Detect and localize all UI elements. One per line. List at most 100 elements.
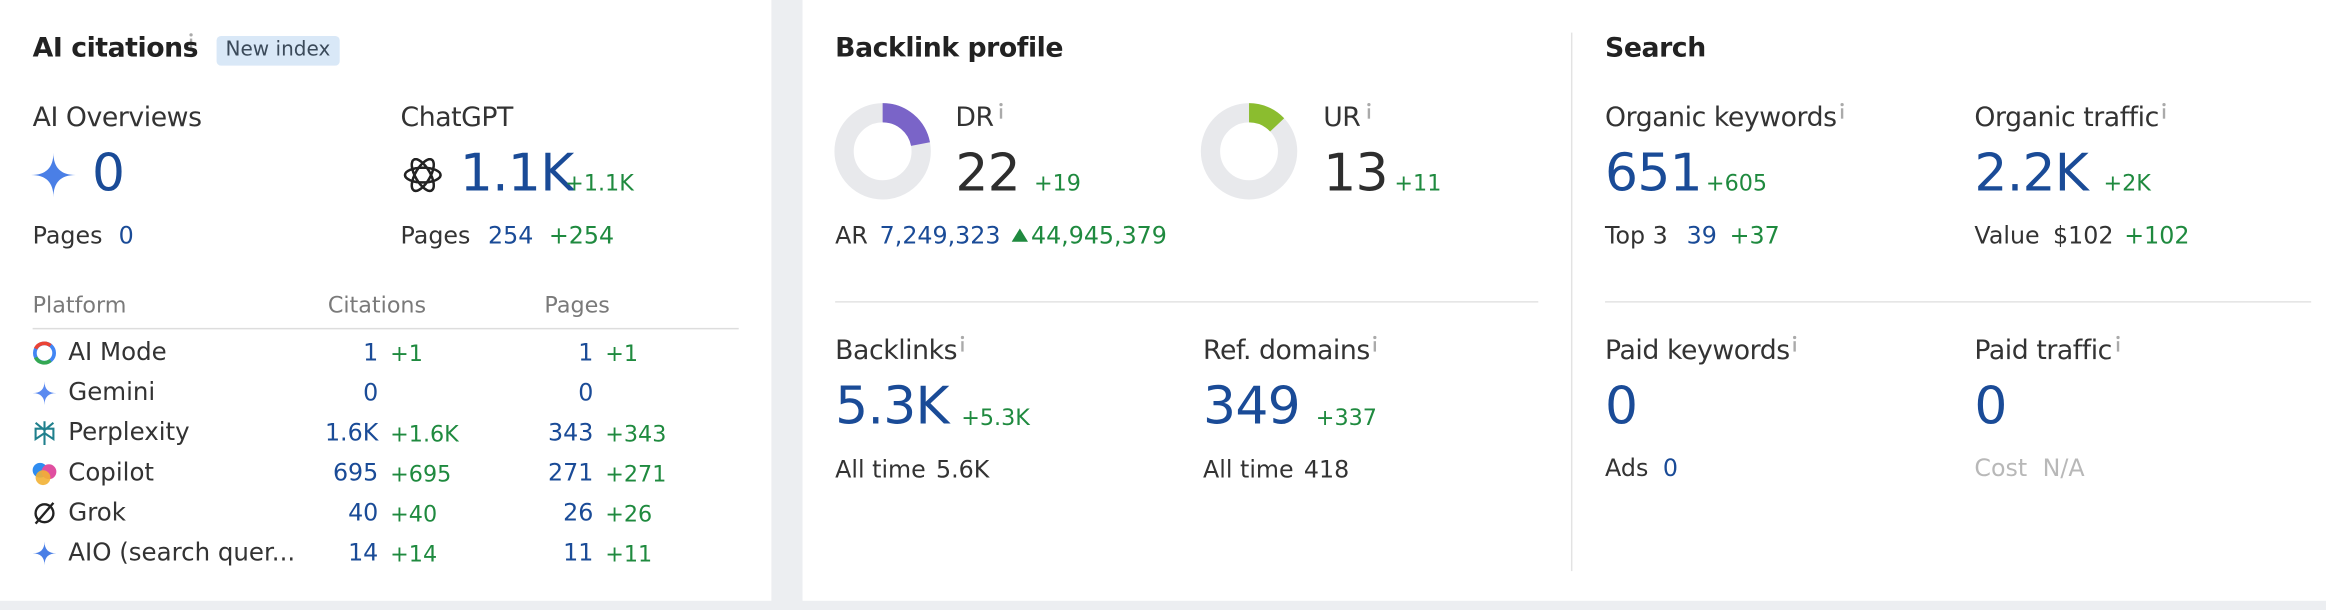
info-icon: [960, 335, 965, 340]
change: +1: [390, 340, 423, 368]
label: 254: [488, 221, 534, 250]
metric-value: 13: [1323, 144, 1388, 204]
change: +605: [1705, 169, 1768, 197]
info-icon: [999, 108, 1003, 119]
column-header: Citations: [327, 291, 427, 319]
panel: [0, 0, 772, 601]
change: +1.6K: [390, 420, 459, 448]
label: 0: [1662, 453, 1679, 483]
change: +254: [548, 221, 615, 250]
change: +102: [2124, 221, 2190, 250]
star-icon: [31, 152, 76, 198]
change: +37: [1729, 221, 1780, 250]
info-icon: [2116, 335, 2120, 340]
info-icon: [1793, 341, 1796, 352]
metric-value: 651: [1605, 144, 1703, 204]
icon: [35, 470, 51, 486]
icon: [34, 502, 55, 525]
citations: 1.6K: [324, 418, 379, 447]
change: +19: [1033, 169, 1081, 197]
label: $102: [2053, 221, 2114, 250]
label: AI Overviews: [32, 102, 202, 134]
label: Top 3: [1605, 221, 1668, 250]
change: +5.3K: [961, 404, 1030, 431]
metric-value: 0: [1974, 377, 2007, 437]
info-icon: [1840, 102, 1844, 107]
section-title: AI citations: [32, 32, 199, 64]
change: +695: [390, 460, 452, 488]
column-header: Platform: [32, 291, 127, 319]
info-icon: [1367, 108, 1371, 119]
metric-value: 2.2K: [1974, 144, 2089, 204]
donut-arc: [882, 103, 930, 147]
change: +343: [605, 420, 667, 448]
label: Paid keywords: [1605, 335, 1790, 367]
chatgpt-icon: [410, 158, 435, 193]
info-icon: [189, 38, 193, 49]
platform-name: Perplexity: [68, 417, 190, 447]
star-icon: [32, 541, 57, 566]
star-icon: [32, 381, 57, 405]
info-icon: [999, 102, 1003, 107]
label: All time: [835, 455, 926, 484]
platform-name: Gemini: [68, 377, 156, 407]
change: +1: [605, 340, 639, 368]
pages: 26: [563, 498, 594, 527]
platform-name: AIO (search quer...: [68, 538, 296, 567]
change: +271: [605, 460, 667, 488]
label: DR: [955, 102, 994, 134]
column-header: Pages: [544, 291, 610, 319]
icon: [33, 341, 52, 350]
change: +14: [390, 540, 438, 568]
label: 39: [1686, 221, 1717, 250]
change: +337: [1315, 404, 1377, 431]
up-arrow: [1011, 228, 1029, 242]
platform-name: Grok: [68, 498, 126, 527]
platform-name: AI Mode: [68, 337, 167, 367]
info-icon: [2116, 341, 2120, 352]
panel: [802, 0, 2326, 601]
icon: [33, 356, 52, 365]
citations: 14: [348, 538, 379, 567]
pages: 11: [563, 538, 594, 567]
label: Organic keywords: [1605, 102, 1837, 134]
change: +26: [605, 500, 653, 528]
label: Paid traffic: [1974, 335, 2112, 367]
label: Ads: [1605, 453, 1649, 483]
info-icon: [961, 341, 964, 352]
label: Organic traffic: [1974, 102, 2159, 134]
info-icon: [1367, 102, 1371, 107]
info-icon: [2162, 102, 2166, 107]
metric-value: 0: [1605, 377, 1638, 437]
pages: 343: [548, 418, 594, 447]
info-icon: [1373, 341, 1377, 352]
info-icon: [2162, 108, 2166, 119]
metric-value: 5.3K: [835, 377, 949, 437]
label: Ref. domains: [1203, 335, 1370, 367]
citations: 695: [332, 458, 379, 487]
label: Backlinks: [835, 335, 958, 367]
info-icon: [1793, 335, 1797, 340]
label: UR: [1323, 102, 1361, 134]
pages: 271: [548, 458, 594, 487]
label: Pages: [400, 221, 471, 250]
chatgpt-icon: [410, 158, 435, 193]
label: N/A: [2042, 453, 2085, 483]
label: Pages: [32, 221, 103, 250]
change: +1.1K: [565, 169, 634, 197]
donut-arc: [1248, 103, 1285, 132]
pages: 0: [578, 378, 594, 407]
icon: [34, 503, 55, 524]
label: 418: [1303, 455, 1350, 484]
label: ChatGPT: [400, 102, 514, 134]
info-icon: [1373, 335, 1377, 340]
change: +11: [1394, 169, 1442, 197]
metric-value: 1.1K: [459, 144, 574, 204]
label: 0: [118, 221, 134, 250]
platform-name: Copilot: [68, 458, 155, 487]
chatgpt-icon: [403, 166, 442, 184]
change: +11: [605, 540, 653, 568]
label: Cost: [1974, 453, 2028, 483]
